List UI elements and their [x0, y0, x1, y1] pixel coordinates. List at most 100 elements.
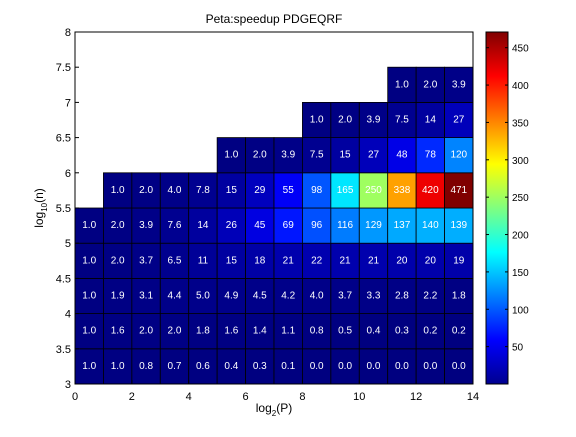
cell-value-label: 1.1	[281, 326, 295, 337]
heatmap-cell	[159, 207, 190, 244]
heatmap-cell	[387, 242, 417, 279]
cell-value-label: 0.4	[224, 361, 238, 372]
cell-value-label: 14	[197, 220, 209, 231]
cell-value-label: 139	[450, 220, 467, 231]
cell-value-label: 1.0	[82, 220, 96, 231]
heatmap-cells	[74, 66, 474, 385]
heatmap-cell	[415, 207, 445, 244]
heatmap-cell	[330, 277, 360, 314]
cell-value-label: 4.5	[253, 291, 267, 302]
cell-value-label: 4.9	[224, 291, 238, 302]
heatmap-cell	[330, 348, 360, 385]
y-tick-label: 6.5	[56, 133, 71, 145]
cell-value-label: 137	[394, 220, 411, 231]
y-tick-label: 4.5	[56, 273, 71, 285]
cell-value-label: 0.8	[310, 326, 324, 337]
cell-value-label: 1.0	[111, 185, 125, 196]
heatmap-cell	[444, 207, 474, 244]
heatmap-cell	[444, 172, 474, 209]
cell-value-label: 2.0	[423, 79, 437, 90]
heatmap-cell	[216, 348, 246, 385]
cell-value-label: 5.0	[196, 291, 210, 302]
cell-value-label: 1.8	[196, 326, 210, 337]
cell-value-label: 129	[365, 220, 382, 231]
heatmap-cell	[444, 137, 474, 174]
cell-value-label: 0.1	[281, 361, 295, 372]
cell-value-label: 250	[365, 185, 382, 196]
heatmap-cell	[444, 102, 474, 139]
cell-value-label: 69	[283, 220, 295, 231]
heatmap-cell	[131, 172, 161, 209]
cell-value-label: 15	[226, 255, 238, 266]
heatmap-cell	[358, 313, 389, 350]
cell-value-label: 14	[425, 115, 437, 126]
heatmap-cell	[302, 137, 332, 174]
heatmap-cell	[159, 172, 190, 209]
cell-value-label: 140	[422, 220, 439, 231]
cell-value-label: 96	[311, 220, 323, 231]
cell-value-label: 15	[340, 150, 352, 161]
heatmap-cell	[358, 102, 389, 139]
y-axis-ticks: 3 3.5 4 4.5 5 5.5 6 6.5 7 7.5 8	[56, 27, 79, 391]
heatmap-cell	[387, 66, 417, 103]
heatmap-cell	[188, 207, 218, 244]
cell-value-label: 21	[368, 255, 380, 266]
colorbar-tick-label: 400	[512, 81, 529, 92]
cell-value-label: 3.9	[452, 79, 466, 90]
cell-value-label: 11	[198, 255, 209, 266]
cell-value-label: 0.0	[310, 361, 324, 372]
cell-value-label: 26	[226, 220, 238, 231]
cell-value-label: 29	[254, 185, 266, 196]
heatmap-cell	[387, 102, 417, 139]
cell-value-label: 21	[340, 255, 352, 266]
heatmap-cell	[387, 207, 417, 244]
x-axis-label: log2(P)	[256, 401, 292, 418]
cell-value-label: 1.0	[82, 255, 96, 266]
cell-value-label: 0.0	[367, 361, 381, 372]
heatmap-cell	[302, 102, 332, 139]
heatmap-cell	[444, 313, 474, 350]
heatmap-cell	[330, 102, 360, 139]
cell-value-label: 1.0	[395, 79, 409, 90]
cell-value-label: 98	[311, 185, 323, 196]
cell-value-label: 3.9	[139, 220, 153, 231]
colorbar-tick-label: 100	[512, 305, 529, 316]
cell-value-label: 1.0	[82, 291, 96, 302]
y-tick-label: 7.5	[56, 62, 71, 74]
cell-value-label: 338	[394, 185, 411, 196]
heatmap-cell	[415, 242, 445, 279]
cell-value-label: 1.0	[82, 361, 96, 372]
cell-value-label: 22	[311, 255, 323, 266]
cell-value-label: 3.9	[281, 150, 295, 161]
cell-value-label: 0.2	[423, 326, 437, 337]
colorbar-tick-label: 350	[512, 118, 529, 129]
cell-value-label: 0.2	[452, 326, 466, 337]
cell-value-label: 0.7	[168, 361, 182, 372]
colorbar	[485, 31, 509, 385]
cell-value-label: 3.7	[338, 291, 352, 302]
heatmap-cell	[302, 313, 332, 350]
cell-value-label: 27	[368, 150, 380, 161]
heatmap-cell-labels: 1.0 1.0 0.8 0.7 0.6 0.4 0.3 0.1 0.0 0.0 0.0 0.0 0.0 0…	[82, 79, 467, 372]
heatmap-cell	[330, 172, 360, 209]
cell-value-label: 0.0	[423, 361, 437, 372]
y-tick-label: 5.5	[56, 203, 71, 215]
cell-value-label: 1.8	[452, 291, 466, 302]
x-tick-label: 0	[72, 391, 78, 403]
cell-value-label: 7.5	[395, 115, 409, 126]
y-tick-label: 8	[65, 27, 71, 39]
heatmap-cell	[273, 348, 303, 385]
cell-value-label: 0.4	[367, 326, 381, 337]
colorbar-ticks: 50 100 150 200 250 300 350 400 450	[486, 44, 529, 354]
cell-value-label: 2.0	[111, 255, 125, 266]
cell-value-label: 1.6	[111, 326, 125, 337]
cell-value-label: 1.0	[310, 115, 324, 126]
colorbar-tick-label: 200	[512, 231, 529, 242]
cell-value-label: 0.8	[139, 361, 153, 372]
heatmap-cell	[245, 172, 275, 209]
cell-value-label: 2.0	[338, 115, 352, 126]
cell-value-label: 20	[425, 255, 437, 266]
colorbar-tick-label: 150	[512, 268, 529, 279]
cell-value-label: 3.3	[367, 291, 381, 302]
cell-value-label: 4.4	[168, 291, 182, 302]
